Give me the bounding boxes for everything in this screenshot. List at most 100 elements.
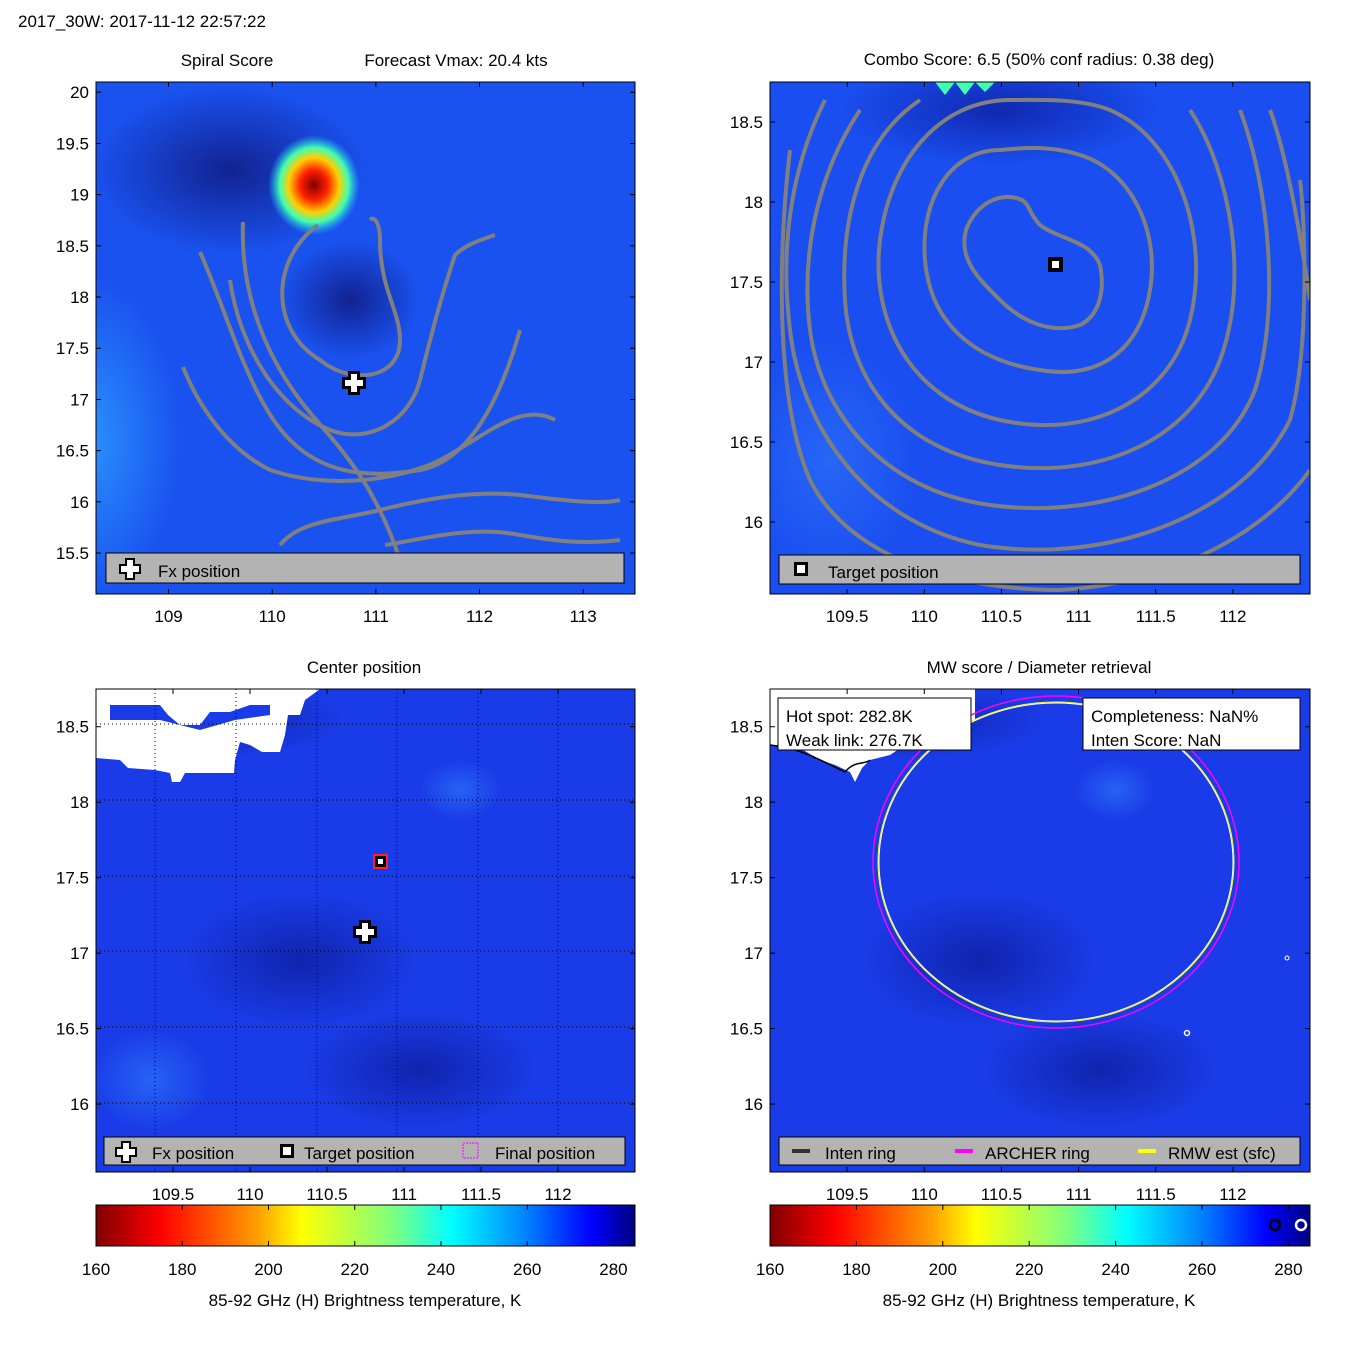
y-tick-label: 18 xyxy=(744,193,763,212)
colorbar-tick-label: 240 xyxy=(1101,1260,1129,1279)
combo-target-marker xyxy=(1048,257,1063,272)
spiral-contour-7 xyxy=(384,529,621,547)
center-legend-target-label: Target position xyxy=(304,1144,415,1163)
y-tick-label: 18 xyxy=(744,793,763,812)
colorbar-left-gradient xyxy=(95,1204,636,1247)
x-tick-label: 111 xyxy=(391,1185,417,1204)
x-tick-label: 111 xyxy=(1066,607,1092,626)
spiral-contour-4 xyxy=(228,233,496,437)
y-tick-label: 17.5 xyxy=(730,869,763,888)
center-legend-final-label: Final position xyxy=(495,1144,595,1163)
y-tick-label: 16 xyxy=(744,513,763,532)
spiral-title: Spiral Score xyxy=(181,51,274,70)
x-tick-label: 112 xyxy=(1219,1185,1246,1204)
center-axis-ticks: 109.5 110 110.5 111 111.5 112 16 16.5 17 17.5 18 18… xyxy=(56,689,635,1204)
spiral-legend-label: Fx position xyxy=(158,562,240,581)
y-tick-label: 18.5 xyxy=(56,237,89,256)
y-tick-label: 17 xyxy=(744,353,763,372)
x-tick-label: 111.5 xyxy=(1136,1185,1176,1204)
spiral-contour-6 xyxy=(278,491,621,547)
x-tick-label: 111.5 xyxy=(1136,607,1176,626)
mw-small-marker xyxy=(1183,1029,1191,1037)
y-tick-label: 19 xyxy=(70,186,89,205)
colorbar-tick-label: 200 xyxy=(254,1260,282,1279)
mw-completeness: Completeness: NaN% xyxy=(1091,707,1258,726)
mw-inten-score: Inten Score: NaN xyxy=(1091,731,1221,750)
combo-light-region xyxy=(770,340,920,580)
combo-contour-4 xyxy=(842,98,1237,471)
center-dark-bottom xyxy=(300,1010,540,1130)
y-tick-label: 16.5 xyxy=(56,442,89,461)
combo-title: Combo Score: 6.5 (50% conf radius: 0.38 … xyxy=(864,50,1215,69)
y-tick-label: 17 xyxy=(70,944,89,963)
mw-inten-ring xyxy=(878,702,1234,1022)
mw-rmw-ring xyxy=(877,701,1235,1023)
x-tick-label: 113 xyxy=(570,607,597,626)
combo-top-hot-edge xyxy=(935,82,995,95)
spiral-fx-marker xyxy=(342,371,366,395)
center-title: Center position xyxy=(307,658,421,677)
y-tick-label: 18.5 xyxy=(730,113,763,132)
colorbar-tick-label: 280 xyxy=(599,1260,627,1279)
colorbar-tick-label: 260 xyxy=(513,1260,541,1279)
center-fx-marker xyxy=(353,920,377,944)
y-tick-label: 18 xyxy=(70,793,89,812)
mw-light-spot xyxy=(1075,760,1155,820)
x-tick-label: 110 xyxy=(236,1185,263,1204)
spiral-vmax-title: Forecast Vmax: 20.4 kts xyxy=(364,51,547,70)
colorbar-tick-label: 200 xyxy=(929,1260,957,1279)
combo-contour-8 xyxy=(1268,109,1310,301)
center-target-marker xyxy=(373,854,388,869)
y-tick-label: 16.5 xyxy=(730,433,763,452)
spiral-legend-fx-icon xyxy=(119,558,141,580)
y-tick-label: 17.5 xyxy=(730,273,763,292)
colorbar-left-ticks: 160 180 200 220 240 260 280 xyxy=(82,1205,628,1279)
mw-dark-bottom xyxy=(980,1010,1220,1130)
mw-info-box-right xyxy=(1082,697,1301,751)
mw-legend-rmw-label: RMW est (sfc) xyxy=(1168,1144,1276,1163)
x-tick-label: 111 xyxy=(363,607,389,626)
colorbar-tick-label: 220 xyxy=(1015,1260,1043,1279)
colorbar-left: 160 180 200 220 240 260 280 85-92 GHz (H) Brig… xyxy=(82,1204,636,1310)
y-tick-label: 17 xyxy=(70,390,89,409)
x-tick-label: 112 xyxy=(544,1185,571,1204)
mw-dark-mid xyxy=(860,890,1100,1030)
x-tick-label: 110.5 xyxy=(306,1185,347,1204)
spiral-contour-1 xyxy=(240,221,402,561)
colorbar-tick-label: 240 xyxy=(427,1260,455,1279)
combo-contour-1 xyxy=(962,194,1104,331)
y-tick-label: 17 xyxy=(744,944,763,963)
x-tick-label: 111.5 xyxy=(461,1185,501,1204)
y-tick-label: 15.5 xyxy=(56,544,89,563)
x-tick-label: 110 xyxy=(259,607,286,626)
spiral-bright-region xyxy=(96,280,180,594)
x-tick-label: 110.5 xyxy=(981,607,1022,626)
y-tick-label: 18.5 xyxy=(56,718,89,737)
combo-legend-label: Target position xyxy=(828,563,939,582)
colorbar-right-gradient xyxy=(769,1204,1311,1247)
colorbar-white-ring-marker xyxy=(1294,1218,1308,1232)
x-tick-label: 110 xyxy=(911,1185,938,1204)
mw-small-marker xyxy=(1284,955,1290,961)
center-light-left xyxy=(96,1030,210,1130)
colorbar-tick-label: 220 xyxy=(341,1260,369,1279)
y-tick-label: 18 xyxy=(70,288,89,307)
colorbar-left-label: 85-92 GHz (H) Brightness temperature, K xyxy=(209,1291,522,1310)
y-tick-label: 16 xyxy=(744,1095,763,1114)
y-tick-label: 16 xyxy=(70,1095,89,1114)
figure-title: 2017_30W: 2017-11-12 22:57:22 xyxy=(18,12,266,31)
panel-spiral: Spiral Score Forecast Vmax: 20.4 kts Fx xyxy=(56,51,636,626)
x-tick-label: 110 xyxy=(911,607,938,626)
colorbar-tick-label: 280 xyxy=(1274,1260,1302,1279)
combo-axis-ticks: 109.5 110 110.5 111 111.5 112 16 16.5 17 17.5 18 18… xyxy=(730,82,1310,626)
panel-center: Center position xyxy=(56,658,636,1204)
colorbar-black-ring-marker xyxy=(1268,1218,1282,1232)
x-tick-label: 112 xyxy=(466,607,493,626)
y-tick-label: 16 xyxy=(70,493,89,512)
mw-archer-ring xyxy=(872,695,1240,1029)
center-axes-frame xyxy=(95,688,636,1173)
y-tick-label: 17.5 xyxy=(56,339,89,358)
mw-axes-frame xyxy=(769,688,1311,1173)
x-tick-label: 109.5 xyxy=(826,607,869,626)
